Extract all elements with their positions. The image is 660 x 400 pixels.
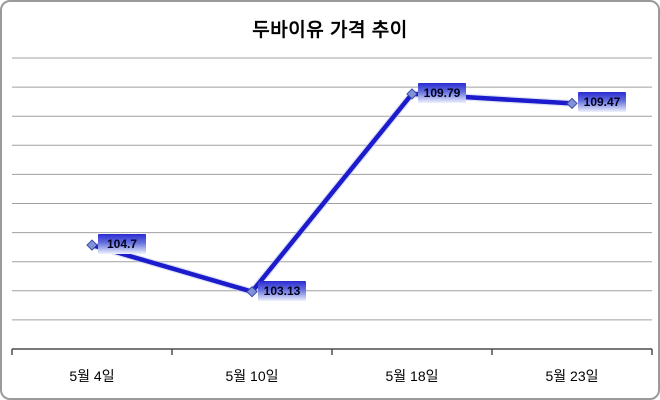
price-line [89, 91, 575, 294]
data-point-marker [406, 88, 418, 100]
x-axis-label: 5월 23일 [545, 368, 599, 384]
data-label: 104.7 [98, 234, 146, 255]
data-label: 103.13 [258, 280, 306, 301]
x-axis-label: 5월 10일 [225, 368, 279, 384]
data-point-marker [566, 97, 578, 110]
x-axis-label: 5월 18일 [385, 368, 439, 384]
data-point-marker [86, 239, 98, 251]
data-label: 109.47 [578, 92, 626, 113]
data-label: 109.79 [418, 82, 466, 103]
data-point-marker [246, 285, 258, 298]
x-axis-label: 5월 4일 [69, 368, 115, 384]
chart-title: 두바이유 가격 추이 [252, 20, 408, 41]
